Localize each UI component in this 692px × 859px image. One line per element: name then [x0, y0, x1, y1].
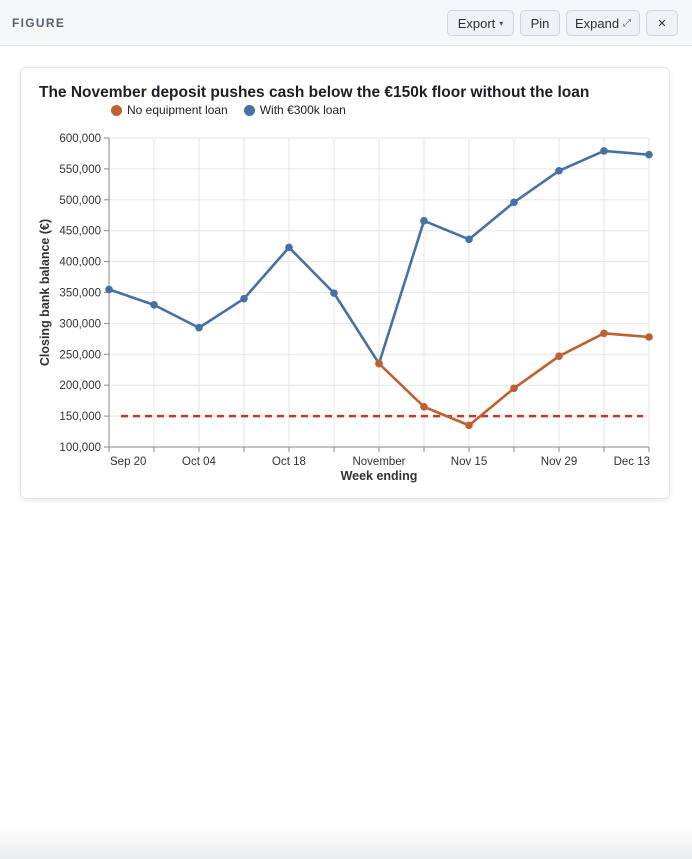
export-label: Export — [457, 15, 496, 31]
data-point-with-loan — [600, 147, 608, 155]
expand-arrow-icon: ⤢ — [623, 17, 632, 29]
y-axis-title: Closing bank balance (€) — [38, 219, 52, 366]
data-point-no-loan — [555, 352, 563, 360]
y-tick-label: 200,000 — [59, 380, 101, 392]
y-tick-label: 500,000 — [59, 195, 101, 207]
y-tick-label: 400,000 — [59, 257, 101, 269]
data-point-with-loan — [420, 217, 428, 225]
x-tick-label: Sep 20 — [110, 456, 146, 468]
data-point-no-loan — [465, 421, 473, 430]
y-tick-label: 600,000 — [59, 133, 101, 145]
figure-card: The November deposit pushes cash below t… — [20, 67, 670, 499]
data-point-with-loan — [105, 285, 113, 294]
data-point-with-loan — [330, 289, 338, 297]
data-point-no-loan — [420, 403, 428, 411]
y-tick-label: 350,000 — [59, 288, 101, 300]
x-tick-label: November — [352, 456, 405, 468]
x-tick-label: Nov 29 — [541, 456, 577, 468]
y-tick-label: 550,000 — [59, 164, 101, 176]
x-axis-title: Week ending — [341, 469, 418, 483]
close-button[interactable]: ✕ — [646, 10, 678, 36]
panel-title: FIGURE — [12, 16, 66, 30]
chart-legend: No equipment loan With €300k loan — [111, 103, 346, 117]
y-tick-label: 250,000 — [59, 349, 101, 361]
export-button[interactable]: Export ▾ — [447, 10, 514, 36]
legend-swatch-with-loan — [243, 104, 255, 116]
data-point-with-loan — [285, 243, 293, 252]
data-point-with-loan — [465, 235, 473, 244]
x-tick-label: Nov 15 — [451, 456, 487, 468]
legend-label-with-loan: With €300k loan — [259, 103, 346, 117]
legend-label-no-loan: No equipment loan — [127, 103, 228, 117]
data-point-with-loan — [555, 166, 563, 175]
legend-item-with-loan[interactable]: With €300k loan — [243, 103, 346, 117]
data-point-with-loan — [195, 323, 203, 332]
y-tick-label: 100,000 — [59, 442, 101, 454]
expand-button[interactable]: Expand ⤢ — [566, 10, 640, 36]
data-point-no-loan — [645, 333, 653, 341]
y-tick-label: 450,000 — [59, 226, 101, 238]
panel-header: FIGURE Export ▾ Pin Expand ⤢ ✕ — [0, 0, 692, 46]
pin-label: Pin — [530, 15, 550, 31]
close-icon: ✕ — [657, 17, 667, 30]
data-point-with-loan — [645, 150, 653, 159]
pin-button[interactable]: Pin — [520, 10, 560, 36]
data-point-no-loan — [510, 384, 518, 393]
chart-plot: 600,000 550,000 500,000 450,000 400,000 350,0… — [38, 133, 653, 483]
y-tick-label: 300,000 — [59, 318, 101, 330]
data-point-with-loan — [510, 198, 518, 207]
expand-label: Expand — [574, 15, 620, 31]
bottom-edge — [0, 829, 692, 859]
x-tick-label: Dec 13 — [614, 456, 650, 468]
chart-title: The November deposit pushes cash below t… — [39, 84, 590, 101]
data-point-with-loan — [150, 301, 158, 309]
legend-item-no-loan[interactable]: No equipment loan — [111, 103, 228, 117]
data-point-with-loan — [240, 294, 248, 303]
legend-swatch-no-loan — [111, 104, 122, 116]
x-tick-label: Oct 18 — [272, 456, 306, 468]
y-tick-label: 150,000 — [59, 411, 101, 423]
caret-down-icon: ▾ — [499, 18, 504, 28]
data-point-no-loan — [375, 359, 383, 368]
x-tick-label: Oct 04 — [182, 456, 216, 468]
data-point-no-loan — [600, 329, 608, 338]
